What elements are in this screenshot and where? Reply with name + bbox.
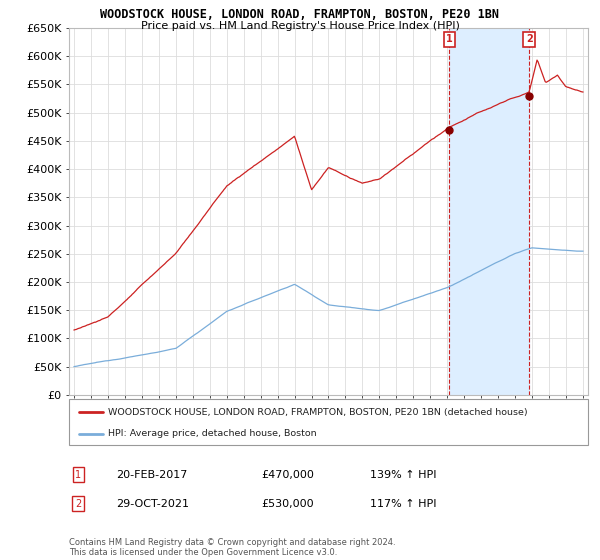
Text: HPI: Average price, detached house, Boston: HPI: Average price, detached house, Bost… [108,429,317,438]
Text: £530,000: £530,000 [261,499,314,508]
Text: 29-OCT-2021: 29-OCT-2021 [116,499,189,508]
Text: Contains HM Land Registry data © Crown copyright and database right 2024.
This d: Contains HM Land Registry data © Crown c… [69,538,395,557]
Text: WOODSTOCK HOUSE, LONDON ROAD, FRAMPTON, BOSTON, PE20 1BN: WOODSTOCK HOUSE, LONDON ROAD, FRAMPTON, … [101,8,499,21]
Text: 117% ↑ HPI: 117% ↑ HPI [370,499,437,508]
Text: 2: 2 [526,34,533,44]
Bar [449,28,529,395]
FancyBboxPatch shape [69,399,588,445]
Text: £470,000: £470,000 [261,470,314,479]
Text: Price paid vs. HM Land Registry's House Price Index (HPI): Price paid vs. HM Land Registry's House … [140,21,460,31]
Text: WOODSTOCK HOUSE, LONDON ROAD, FRAMPTON, BOSTON, PE20 1BN (detached house): WOODSTOCK HOUSE, LONDON ROAD, FRAMPTON, … [108,408,527,417]
Text: 20-FEB-2017: 20-FEB-2017 [116,470,187,479]
Text: 1: 1 [75,470,82,479]
Text: 2: 2 [75,499,82,508]
Text: 139% ↑ HPI: 139% ↑ HPI [370,470,437,479]
Text: 1: 1 [446,34,453,44]
